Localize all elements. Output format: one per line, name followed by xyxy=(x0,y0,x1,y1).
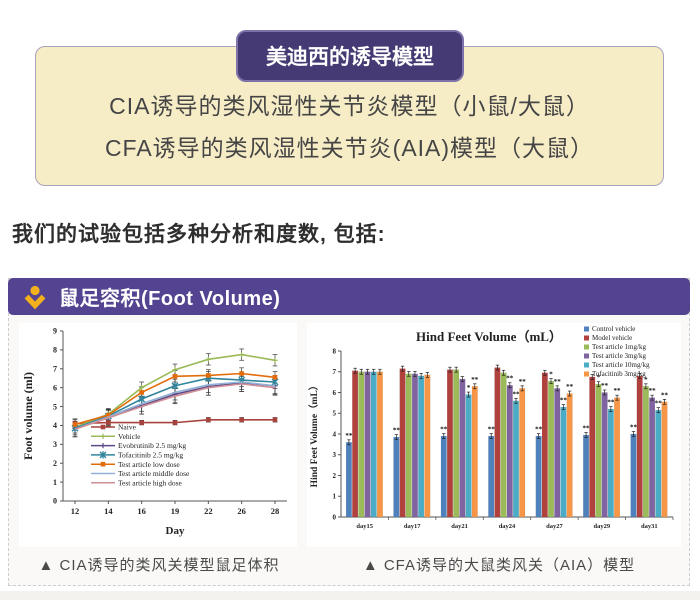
svg-text:6: 6 xyxy=(53,383,57,392)
svg-text:12: 12 xyxy=(71,506,80,516)
svg-text:**: ** xyxy=(345,432,353,440)
svg-text:**: ** xyxy=(506,375,514,383)
svg-text:day21: day21 xyxy=(451,523,468,530)
intro-text: 我们的试验包括多种分析和度数, 包括: xyxy=(12,223,386,246)
svg-text:16: 16 xyxy=(137,506,146,516)
svg-text:Hind Feet Volume（mL）: Hind Feet Volume（mL） xyxy=(308,381,320,488)
captions-row: ▲ CIA诱导的类风关模型鼠足体积 ▲ CFA诱导的大鼠类风关（AIA）模型 xyxy=(9,554,689,575)
panel-header: 鼠足容积(Foot Volume) xyxy=(8,278,690,315)
svg-text:**: ** xyxy=(560,397,568,405)
svg-text:Control vehicle: Control vehicle xyxy=(592,325,635,333)
svg-text:2: 2 xyxy=(53,459,57,468)
svg-text:day17: day17 xyxy=(404,523,421,530)
svg-text:Test article low dose: Test article low dose xyxy=(118,460,180,469)
svg-text:**: ** xyxy=(607,399,615,407)
svg-text:Hind Feet Volume（mL）: Hind Feet Volume（mL） xyxy=(416,329,562,344)
foot-volume-panel: 鼠足容积(Foot Volume) 0 1 2 3 4 5 6 7 8 9 12 14 16 19 22 26… xyxy=(8,278,690,586)
svg-text:14: 14 xyxy=(104,506,113,516)
svg-text:**: ** xyxy=(566,383,574,391)
svg-text:9: 9 xyxy=(53,327,57,336)
svg-text:**: ** xyxy=(393,427,401,435)
svg-text:**: ** xyxy=(661,391,669,399)
cfa-bar-chart-box: Hind Feet Volume（mL） 0 1 2 3 4 5 6 7 8 day15 day17 d… xyxy=(307,323,681,547)
svg-text:5: 5 xyxy=(53,402,57,411)
svg-text:**: ** xyxy=(649,387,657,395)
svg-text:3: 3 xyxy=(333,451,337,459)
svg-text:**: ** xyxy=(554,378,562,386)
svg-text:**: ** xyxy=(488,426,496,434)
svg-text:Evobrutinib 2.5 mg/kg: Evobrutinib 2.5 mg/kg xyxy=(118,441,186,450)
svg-text:*: * xyxy=(549,371,553,379)
svg-text:3: 3 xyxy=(53,440,57,449)
svg-text:7: 7 xyxy=(333,368,337,376)
panel-title: 鼠足容积(Foot Volume) xyxy=(59,288,281,310)
svg-text:8: 8 xyxy=(333,347,337,355)
caption-cia: ▲ CIA诱导的类风关模型鼠足体积 xyxy=(38,557,280,574)
svg-text:day31: day31 xyxy=(641,523,658,530)
model-line-cia: CIA诱导的类风湿性关节炎模型（小鼠/大鼠） xyxy=(109,93,590,119)
svg-text:day15: day15 xyxy=(356,523,373,530)
charts-row: 0 1 2 3 4 5 6 7 8 9 12 14 16 19 22 26 28 Day Foot volume (… xyxy=(9,315,689,547)
induction-model-badge: 美迪西的诱导模型 xyxy=(236,30,464,82)
svg-text:7: 7 xyxy=(53,364,57,373)
svg-text:**: ** xyxy=(519,378,527,386)
svg-text:5: 5 xyxy=(333,410,337,418)
model-line-cfa: CFA诱导的类风湿性关节炎(AIA)模型（大鼠） xyxy=(104,135,595,161)
svg-text:Test article high dose: Test article high dose xyxy=(118,478,183,487)
svg-text:day24: day24 xyxy=(499,523,516,530)
svg-text:**: ** xyxy=(471,376,479,384)
svg-text:**: ** xyxy=(601,382,609,390)
svg-text:**: ** xyxy=(535,426,543,434)
cfa-bar-chart: Hind Feet Volume（mL） 0 1 2 3 4 5 6 7 8 day15 day17 d… xyxy=(308,325,674,530)
svg-text:**: ** xyxy=(630,424,638,432)
svg-text:Test article middle dose: Test article middle dose xyxy=(118,469,190,478)
svg-text:0: 0 xyxy=(333,513,337,521)
svg-text:4: 4 xyxy=(333,430,337,438)
svg-text:1: 1 xyxy=(53,478,57,487)
cia-line-chart-box: 0 1 2 3 4 5 6 7 8 9 12 14 16 19 22 26 28 Day Foot volume (… xyxy=(19,323,297,547)
svg-text:**: ** xyxy=(440,426,448,434)
svg-text:**: ** xyxy=(513,390,521,398)
svg-text:2: 2 xyxy=(333,472,337,480)
svg-text:Foot volume (ml): Foot volume (ml) xyxy=(21,372,35,460)
svg-text:*: * xyxy=(467,384,471,392)
svg-text:**: ** xyxy=(583,425,591,433)
svg-text:Tofacitinib 2.5 mg/kg: Tofacitinib 2.5 mg/kg xyxy=(118,451,183,460)
svg-text:Vehicle: Vehicle xyxy=(118,432,141,441)
svg-text:Test article 3mg/kg: Test article 3mg/kg xyxy=(592,352,646,360)
svg-text:Naive: Naive xyxy=(118,423,137,432)
svg-text:Test article 1mg/kg: Test article 1mg/kg xyxy=(592,343,646,351)
svg-text:*: * xyxy=(644,376,648,384)
svg-text:day29: day29 xyxy=(594,523,611,530)
svg-text:Tofacitinib 3mg/kg: Tofacitinib 3mg/kg xyxy=(592,370,646,378)
svg-text:1: 1 xyxy=(333,493,337,501)
svg-text:0: 0 xyxy=(53,497,57,506)
svg-text:Day: Day xyxy=(166,525,185,537)
medicilon-mark-icon xyxy=(22,284,48,310)
svg-text:Model vehicle: Model vehicle xyxy=(592,334,632,342)
svg-text:*: * xyxy=(597,374,601,382)
svg-text:4: 4 xyxy=(53,421,57,430)
svg-text:19: 19 xyxy=(171,506,180,516)
svg-text:26: 26 xyxy=(237,506,246,516)
svg-text:Test article 10mg/kg: Test article 10mg/kg xyxy=(592,361,650,369)
svg-text:**: ** xyxy=(614,387,622,395)
footer-strip xyxy=(0,591,700,600)
svg-text:day27: day27 xyxy=(546,523,563,530)
svg-text:**: ** xyxy=(655,400,663,408)
svg-text:6: 6 xyxy=(333,389,337,397)
svg-text:28: 28 xyxy=(271,506,280,516)
svg-text:8: 8 xyxy=(53,346,57,355)
svg-text:22: 22 xyxy=(204,506,213,516)
caption-cfa: ▲ CFA诱导的大鼠类风关（AIA）模型 xyxy=(362,557,636,574)
